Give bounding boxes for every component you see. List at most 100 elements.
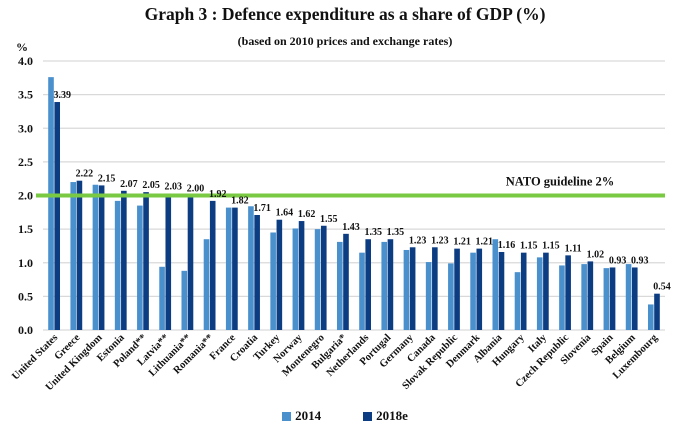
data-label: 1.71 [253, 203, 271, 214]
bar-2018e-luxembourg [654, 293, 660, 330]
y-tick-label: 0.0 [18, 323, 33, 337]
bar-2014-slovenia [581, 264, 587, 330]
data-label: 1.92 [209, 189, 227, 200]
y-tick-label: 3.0 [18, 121, 33, 135]
y-tick-label: 4.0 [18, 54, 33, 68]
bar-2018e-france [232, 207, 238, 330]
bar-2014-albania [492, 239, 499, 330]
data-label: 1.55 [320, 214, 338, 225]
bar-2014-canada [425, 262, 432, 330]
data-label: 2.07 [120, 179, 138, 190]
bar-2018e-poland [143, 192, 149, 330]
bar-2018e-montenegro [320, 225, 327, 330]
bar-2018e-lithuania [187, 195, 194, 330]
bar-2014-montenegro [314, 229, 321, 330]
bar-2014-bulgaria [336, 241, 343, 330]
bar-2018e-romania [209, 200, 216, 330]
bar-2018e-slovakrepublic [454, 248, 460, 330]
bar-2018e-portugal [387, 239, 394, 330]
data-label: 0.93 [631, 255, 649, 266]
y-tick-label: 2.0 [18, 189, 33, 203]
bar-2018e-croatia [254, 215, 260, 330]
bar-2014-turkey [270, 232, 276, 330]
legend-item-2014: 2014 [282, 408, 321, 424]
bar-2014-poland [137, 205, 143, 330]
data-label: 1.64 [276, 208, 294, 219]
bar-2018e-unitedkingdom [98, 185, 105, 330]
bar-2018e-greece [76, 180, 83, 330]
bar-2014-belgium [625, 264, 632, 330]
bar-2014-denmark [470, 252, 476, 330]
bar-2018e-canada [432, 247, 438, 330]
data-label: 2.00 [187, 184, 205, 195]
chart-subtitle: (based on 2010 prices and exchange rates… [237, 34, 453, 48]
bar-2014-unitedkingdom [92, 184, 99, 330]
data-label: 1.82 [231, 196, 249, 207]
data-label: 2.03 [165, 181, 183, 192]
bar-2014-netherlands [359, 252, 365, 330]
bar-2018e-netherlands [365, 239, 372, 330]
legend-label-2014: 2014 [295, 408, 322, 423]
bar-2018e-norway [298, 221, 305, 330]
y-tick-label: 0.5 [18, 289, 33, 303]
chart-title: Graph 3 : Defence expenditure as a share… [144, 4, 546, 24]
y-axis-ticks: 0.0 0.5 1.0 1.5 2.0 2.5 3.0 3.5 4.0 [18, 54, 33, 337]
bar-2018e-denmark [476, 248, 483, 330]
data-label: 0.54 [653, 282, 671, 293]
legend-swatch-2014 [282, 411, 292, 421]
bar-2014-spain [603, 268, 610, 330]
bar-2014-slovakrepublic [448, 263, 454, 330]
bar-2014-greece [70, 182, 77, 330]
data-labels: 3.39 2.22 2.15 2.07 2.05 2.03 2.00 1.92 1.82 1.71… [53, 90, 670, 293]
legend-item-2018e: 2018e [363, 408, 408, 424]
bars [48, 77, 660, 331]
bar-2014-czechrepublic [559, 265, 565, 330]
y-axis-unit-label: % [16, 40, 28, 54]
data-label: 1.23 [431, 235, 449, 246]
bar-2018e-slovenia [587, 261, 594, 330]
bar-2018e-italy [543, 252, 549, 330]
bar-2014-lithuania [181, 270, 188, 330]
data-label: 3.39 [53, 90, 71, 101]
data-label: 1.16 [498, 240, 516, 251]
data-label: 2.22 [76, 169, 94, 180]
bar-2014-hungary [514, 272, 521, 330]
bar-2014-luxembourg [647, 304, 654, 330]
bar-2018e-estonia [121, 190, 127, 330]
data-label: 1.35 [364, 227, 382, 238]
bar-2018e-albania [498, 251, 505, 330]
bar-2018e-czechrepublic [565, 255, 571, 330]
legend: 2014 2018e [0, 408, 690, 424]
bar-2014-croatia [248, 206, 254, 330]
bar-2018e-bulgaria [343, 233, 349, 330]
x-tick-label: United States [10, 332, 60, 382]
nato-guideline-label: NATO guideline 2% [506, 175, 615, 189]
data-label: 2.05 [142, 180, 160, 191]
bar-2014-portugal [381, 241, 388, 330]
bar-2014-estonia [114, 200, 121, 330]
bar-2014-italy [536, 257, 543, 330]
data-label: 1.62 [298, 209, 316, 220]
data-label: 1.43 [342, 222, 360, 233]
data-label: 1.15 [542, 241, 560, 252]
data-label: 1.21 [453, 237, 471, 248]
bar-2018e-spain [609, 267, 616, 330]
bar-2018e-turkey [276, 219, 283, 330]
data-label: 1.21 [476, 237, 494, 248]
data-label: 1.02 [587, 249, 605, 260]
bar-2014-romania [203, 239, 210, 330]
data-label: 0.93 [609, 255, 627, 266]
legend-label-2018e: 2018e [376, 408, 408, 423]
bar-2014-norway [292, 228, 299, 330]
y-tick-label: 1.0 [18, 256, 33, 270]
bar-2018e-hungary [520, 252, 527, 330]
nato-guideline: NATO guideline 2% [36, 175, 665, 198]
legend-swatch-2018e [363, 411, 373, 421]
bar-2014-latvia [159, 266, 165, 330]
data-label: 1.35 [387, 227, 405, 238]
bar-2018e-unitedstates [54, 102, 61, 331]
bar-2018e-belgium [631, 267, 638, 330]
data-label: 1.11 [565, 243, 582, 254]
